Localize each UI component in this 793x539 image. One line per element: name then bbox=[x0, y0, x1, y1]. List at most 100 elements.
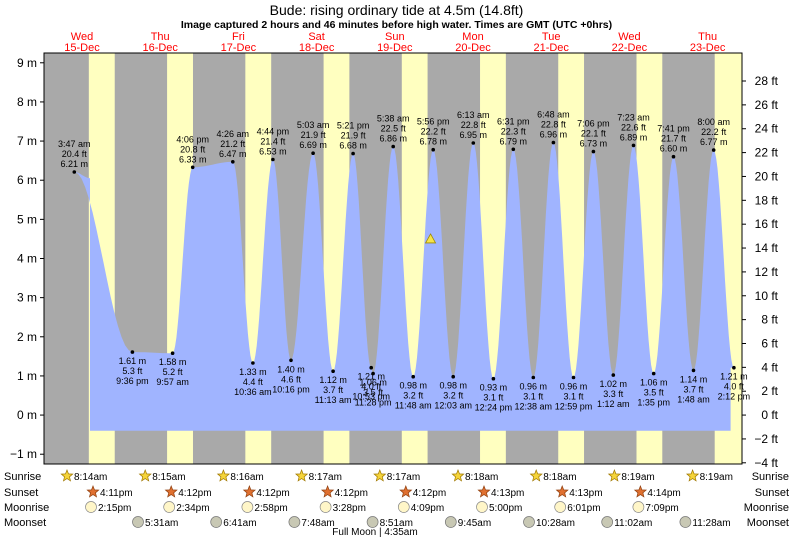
day-date: 20-Dec bbox=[455, 42, 491, 54]
tide-label: 6.89 m bbox=[620, 132, 648, 142]
tide-label: 6.60 m bbox=[660, 144, 688, 154]
moonset-time: 11:28am bbox=[692, 518, 730, 529]
moonrise-time: 4:09pm bbox=[411, 503, 444, 514]
y-tick-label-ft: −2 ft bbox=[754, 432, 778, 446]
tide-point bbox=[190, 165, 195, 170]
sunset-icon bbox=[320, 485, 335, 498]
y-tick-label-m: 3 m bbox=[17, 291, 37, 305]
moonset-time: 5:31am bbox=[145, 518, 178, 529]
tide-label: 6.73 m bbox=[580, 139, 608, 149]
sunrise-time: 8:19am bbox=[700, 472, 733, 483]
tide-label: 0.93 m bbox=[480, 383, 508, 393]
sunset-icon bbox=[477, 485, 491, 498]
y-tick-label-m: 6 m bbox=[17, 173, 37, 187]
tide-label: 22.6 ft bbox=[621, 122, 647, 132]
tide-point bbox=[311, 151, 315, 155]
tide-label: 4.4 ft bbox=[243, 377, 264, 387]
moonset-icon bbox=[679, 516, 692, 528]
sunset-icon bbox=[633, 485, 648, 498]
moonset-icon bbox=[132, 516, 144, 528]
tide-label: 6.86 m bbox=[379, 134, 407, 144]
tide-point bbox=[531, 375, 536, 380]
tide-label: 22.8 ft bbox=[541, 120, 567, 130]
day-headers: Wed15-DecThu16-DecFri17-DecSat18-DecSun1… bbox=[64, 31, 726, 54]
tide-label: 22.5 ft bbox=[381, 124, 407, 134]
tide-label: 0.98 m bbox=[439, 381, 467, 391]
sunrise-icon bbox=[451, 469, 465, 482]
sunrise-icon bbox=[294, 469, 309, 482]
y-tick-label-ft: 8 ft bbox=[761, 313, 778, 327]
y-tick-label-m: 4 m bbox=[17, 252, 37, 266]
tide-label: 3.7 ft bbox=[323, 385, 344, 395]
day-date: 18-Dec bbox=[299, 42, 335, 54]
tide-point bbox=[611, 373, 616, 377]
y-tick-label-ft: 0 ft bbox=[761, 408, 778, 422]
moonset-time: 10:28am bbox=[536, 518, 575, 529]
moonrise-time: 3:28pm bbox=[333, 503, 366, 514]
tide-label: 6:13 am bbox=[457, 110, 490, 120]
moonset-icon bbox=[366, 516, 379, 528]
moonset-icon bbox=[444, 516, 457, 528]
tide-label: 6.78 m bbox=[419, 137, 447, 147]
tide-label: 10:36 am bbox=[234, 387, 272, 397]
tide-point bbox=[571, 375, 576, 380]
tide-point bbox=[631, 143, 636, 148]
sunset-icon bbox=[242, 485, 257, 498]
tide-label: 6.33 m bbox=[179, 154, 207, 164]
moonset-icon bbox=[210, 516, 223, 528]
sunrise-icon bbox=[373, 469, 387, 482]
moonrise-row-label: Moonrise bbox=[4, 502, 49, 514]
moonset-time: 6:41am bbox=[223, 518, 256, 529]
tide-point bbox=[371, 371, 375, 376]
y-tick-label-ft: 28 ft bbox=[755, 74, 779, 88]
sunset-time: 4:12pm bbox=[178, 488, 211, 499]
tide-label: 20.4 ft bbox=[62, 149, 88, 159]
tide-label: 0.96 m bbox=[520, 382, 548, 392]
moonrise-time: 2:15pm bbox=[98, 503, 131, 514]
tide-label: 6.47 m bbox=[219, 149, 247, 159]
tide-label: 3.1 ft bbox=[563, 392, 584, 402]
tide-point bbox=[231, 160, 235, 164]
tide-label: 6:48 am bbox=[537, 110, 570, 120]
tide-point bbox=[251, 361, 255, 365]
tide-point bbox=[369, 365, 374, 370]
tide-point bbox=[391, 144, 396, 149]
y-tick-label-ft: 2 ft bbox=[761, 384, 778, 398]
sunrise-time: 8:19am bbox=[621, 472, 654, 483]
moonset-row-label: Moonset bbox=[4, 517, 46, 529]
moonrise-time: 2:58pm bbox=[254, 503, 287, 514]
sunset-icon bbox=[164, 485, 178, 498]
tide-area bbox=[74, 142, 734, 431]
day-date: 19-Dec bbox=[377, 42, 413, 54]
tide-point bbox=[451, 374, 456, 379]
y-tick-label-ft: 10 ft bbox=[755, 289, 779, 303]
chart-subtitle: Image captured 2 hours and 46 minutes be… bbox=[181, 19, 612, 31]
moonset-time: 8:51am bbox=[380, 518, 413, 529]
moonrise-icon bbox=[554, 501, 567, 513]
tide-label: 9:57 am bbox=[156, 377, 189, 387]
tide-point bbox=[691, 368, 696, 373]
moonset-time: 9:45am bbox=[458, 518, 491, 529]
tide-label: 7:06 pm bbox=[577, 119, 610, 129]
tide-point bbox=[170, 351, 175, 356]
moonrise-time: 7:09pm bbox=[645, 503, 678, 514]
tide-label: 0.96 m bbox=[560, 382, 588, 392]
y-tick-label-ft: 6 ft bbox=[761, 336, 778, 350]
tide-point bbox=[431, 147, 436, 152]
tide-label: 1.21 m bbox=[720, 372, 748, 382]
y-tick-label-m: 9 m bbox=[17, 56, 37, 70]
tide-label: 12:59 pm bbox=[555, 402, 593, 412]
moonrise-time: 2:34pm bbox=[176, 503, 209, 514]
tide-label: 5:03 am bbox=[297, 120, 330, 130]
tide-point bbox=[711, 148, 716, 152]
sunrise-icon bbox=[607, 469, 622, 482]
y-tick-label-ft: 4 ft bbox=[761, 360, 778, 374]
day-date: 17-Dec bbox=[221, 42, 257, 54]
y-tick-label-ft: 12 ft bbox=[755, 265, 779, 279]
tide-label: 1.02 m bbox=[600, 379, 628, 389]
tide-label: 21.9 ft bbox=[301, 130, 327, 140]
tide-point bbox=[471, 141, 476, 145]
sunrise-time: 8:18am bbox=[465, 472, 498, 483]
day-date: 21-Dec bbox=[533, 42, 569, 54]
moonrise-icon bbox=[241, 501, 254, 513]
